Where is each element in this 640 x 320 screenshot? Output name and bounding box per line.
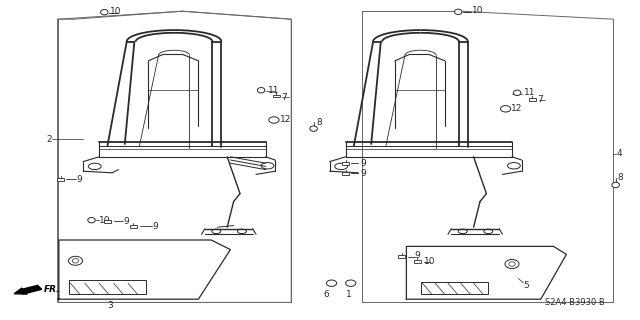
Text: 12: 12 <box>280 115 292 124</box>
Bar <box>414 260 421 263</box>
Text: 8: 8 <box>317 118 323 127</box>
Text: 9: 9 <box>124 217 129 226</box>
Text: 4: 4 <box>616 149 622 158</box>
Text: 5: 5 <box>524 281 529 290</box>
Ellipse shape <box>346 280 356 286</box>
Text: 10: 10 <box>110 7 122 16</box>
Bar <box>58 178 64 180</box>
Text: FR.: FR. <box>44 285 60 294</box>
Ellipse shape <box>500 106 511 112</box>
Text: 11: 11 <box>268 86 279 95</box>
Bar <box>398 255 406 258</box>
Text: 2: 2 <box>47 135 52 144</box>
Text: 7: 7 <box>282 93 287 102</box>
Text: 11: 11 <box>524 88 535 97</box>
Text: 1: 1 <box>346 290 351 299</box>
Text: 6: 6 <box>324 290 329 299</box>
Text: 9: 9 <box>415 252 420 260</box>
Bar <box>529 99 536 101</box>
Ellipse shape <box>269 117 279 123</box>
Text: 7: 7 <box>538 95 543 104</box>
Text: 10: 10 <box>424 257 436 266</box>
Text: S2A4 B3930 B: S2A4 B3930 B <box>545 298 605 307</box>
Text: 9: 9 <box>360 159 366 168</box>
Ellipse shape <box>88 218 95 223</box>
Text: 10: 10 <box>472 6 483 15</box>
Ellipse shape <box>310 126 317 131</box>
Ellipse shape <box>513 90 521 95</box>
Ellipse shape <box>326 280 337 286</box>
Text: 9: 9 <box>77 175 83 184</box>
Ellipse shape <box>257 88 265 93</box>
Text: 8: 8 <box>618 173 623 182</box>
Bar <box>69 280 146 294</box>
Bar <box>104 220 111 223</box>
Text: 9: 9 <box>360 169 366 178</box>
Ellipse shape <box>454 9 462 14</box>
Bar <box>421 282 488 294</box>
Bar <box>129 225 137 228</box>
Ellipse shape <box>612 182 620 188</box>
Bar <box>342 162 349 164</box>
Ellipse shape <box>100 10 108 15</box>
Text: 10: 10 <box>99 216 111 225</box>
Text: 9: 9 <box>152 222 158 231</box>
Text: 3: 3 <box>108 301 113 310</box>
Bar <box>273 95 280 97</box>
FancyArrow shape <box>14 285 42 294</box>
Bar <box>342 172 349 175</box>
Text: 12: 12 <box>511 104 522 113</box>
